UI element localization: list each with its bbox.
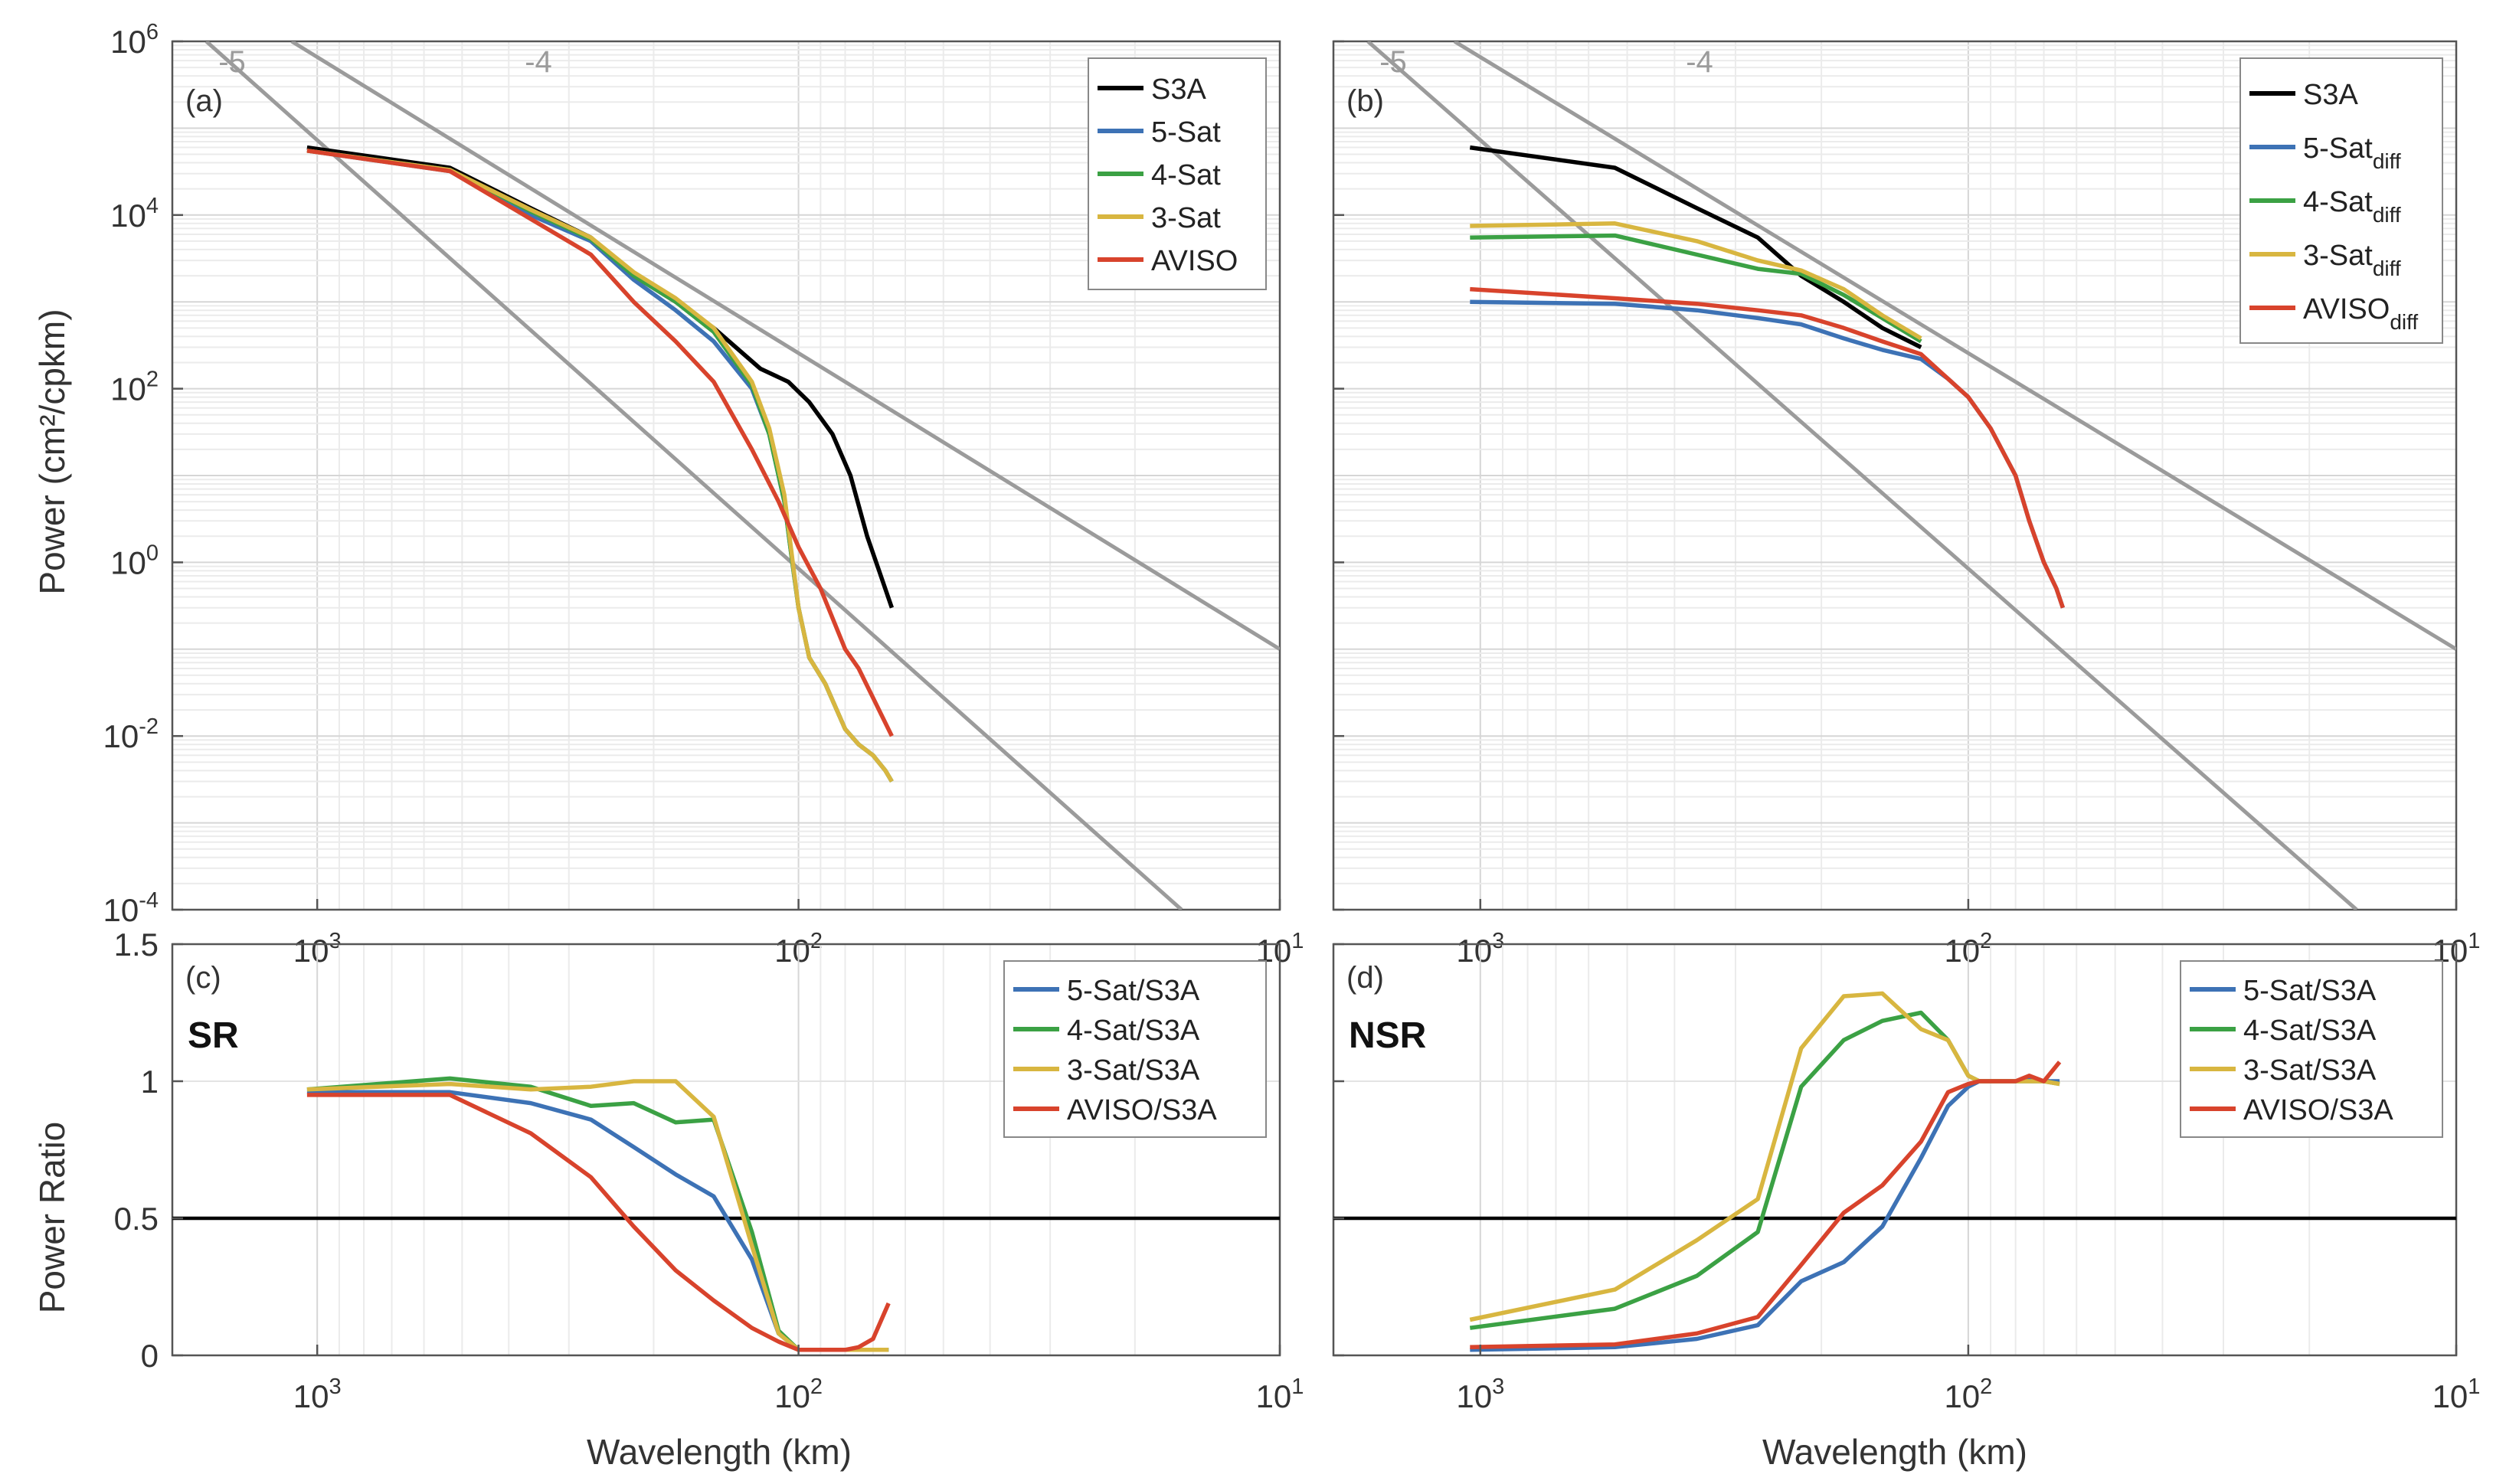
legend-entry: S3A [2303, 79, 2358, 111]
chart-panel-3: 103 102 101 (d) NSR 5-Sat/S3A 4-Sat/S3A 3-Sat/S… [1332, 943, 2481, 1414]
axes-frame [171, 943, 1281, 1357]
legend: S3A 5-Sat 4-Sat 3-Sat AVISO [1088, 57, 1267, 290]
reference-line--5 [204, 41, 1183, 910]
x-tick-label: 101 [1256, 1374, 1304, 1414]
x-tick-label: 102 [1944, 1374, 1992, 1414]
legend-entry: 5-Sat/S3A [1067, 975, 1200, 1007]
y-tick-label: 0.5 [114, 1201, 159, 1237]
y-tick-label: 102 [110, 368, 159, 407]
legend-entry: AVISO/S3A [2243, 1094, 2393, 1126]
y-tick-label: 1.5 [114, 927, 159, 963]
series-line-3-Sat/S3A [1469, 991, 2060, 1322]
xlabel-right: Wavelength (km) [1762, 1432, 2027, 1472]
legend: 5-Sat/S3A 4-Sat/S3A 3-Sat/S3A AVISO/S3A [2180, 960, 2443, 1138]
y-tick-label: 10-4 [103, 888, 159, 928]
series-line-AVISO/S3A [1470, 1061, 2062, 1350]
panel-tag: (d) [1346, 961, 1384, 995]
series-line-AVISO [1470, 286, 2066, 609]
y-tick-label: 104 [110, 194, 159, 234]
y-tick-label: 1 [141, 1064, 159, 1100]
y-tick-label: 0 [141, 1338, 159, 1374]
panel-tag: (b) [1346, 84, 1384, 118]
x-tick-label: 102 [774, 1374, 823, 1414]
y-tick-label: 106 [110, 20, 159, 60]
reference-line--4 [290, 41, 1280, 651]
ylabel-bottom: Power Ratio [32, 1122, 72, 1314]
legend-entry: 3-Sat/S3A [2243, 1054, 2377, 1087]
y-tick-label: 10-2 [103, 714, 159, 754]
reference-line-label: -5 [218, 45, 246, 79]
series-line-3-Sat [1470, 221, 1922, 341]
panel-tag: (a) [185, 84, 223, 118]
legend: 5-Sat/S3A 4-Sat/S3A 3-Sat/S3A AVISO/S3A [1003, 960, 1267, 1138]
reference-line--4 [1453, 41, 2456, 651]
series-line-AVISO/S3A [306, 1093, 891, 1352]
reference-line-label: -5 [1379, 45, 1407, 79]
reference-line--5 [1366, 41, 2358, 910]
series-line-5-Sat/S3A [306, 1090, 889, 1352]
legend-entry: 3-Sat [1151, 202, 1221, 234]
panel-label-SR: SR [188, 1015, 239, 1056]
x-tick-label: 103 [1456, 1374, 1504, 1414]
panel-label-NSR: NSR [1349, 1015, 1426, 1056]
xlabel-left: Wavelength (km) [587, 1432, 852, 1472]
legend-box [1088, 57, 1267, 290]
legend-entry: AVISO [1151, 245, 1238, 277]
legend-entry: S3A [1151, 74, 1206, 106]
series-line-3-Sat/S3A [306, 1079, 889, 1352]
x-tick-label: 101 [2432, 1374, 2481, 1414]
x-tick-label: 103 [293, 1374, 342, 1414]
reference-line-label: -4 [1686, 45, 1713, 79]
axes-frame [1332, 943, 2458, 1357]
series-line-S3A [306, 145, 895, 609]
series-line-4-Sat [1470, 233, 1922, 344]
panel-tag: (c) [185, 961, 221, 995]
legend-entry: 3-Sat/S3A [1067, 1054, 1200, 1087]
series-line-S3A [1469, 145, 1922, 349]
chart-panel-2: 103 102 101 0 0.5 1 1.5 (c) SR 5-Sat/S3A 4-Sat/S3A… [114, 927, 1304, 1414]
ylabel-top: Power (cm²/cpkm) [32, 309, 72, 594]
legend-entry: 4-Sat/S3A [1067, 1015, 1200, 1047]
legend-entry: AVISO/S3A [1067, 1094, 1217, 1126]
series-line-3-Sat [306, 149, 894, 783]
legend-entry: 5-Sat [1151, 116, 1221, 149]
reference-line-label: -4 [525, 45, 552, 79]
axes-frame [1332, 40, 2458, 911]
y-tick-label: 100 [110, 541, 159, 580]
series-line-AVISO [306, 149, 894, 737]
legend-entry: 4-Sat/S3A [2243, 1015, 2377, 1047]
axes-frame [171, 40, 1281, 911]
legend-entry: 4-Sat [1151, 159, 1221, 191]
legend-entry: 5-Sat/S3A [2243, 975, 2377, 1007]
series-line-4-Sat/S3A [306, 1076, 889, 1352]
